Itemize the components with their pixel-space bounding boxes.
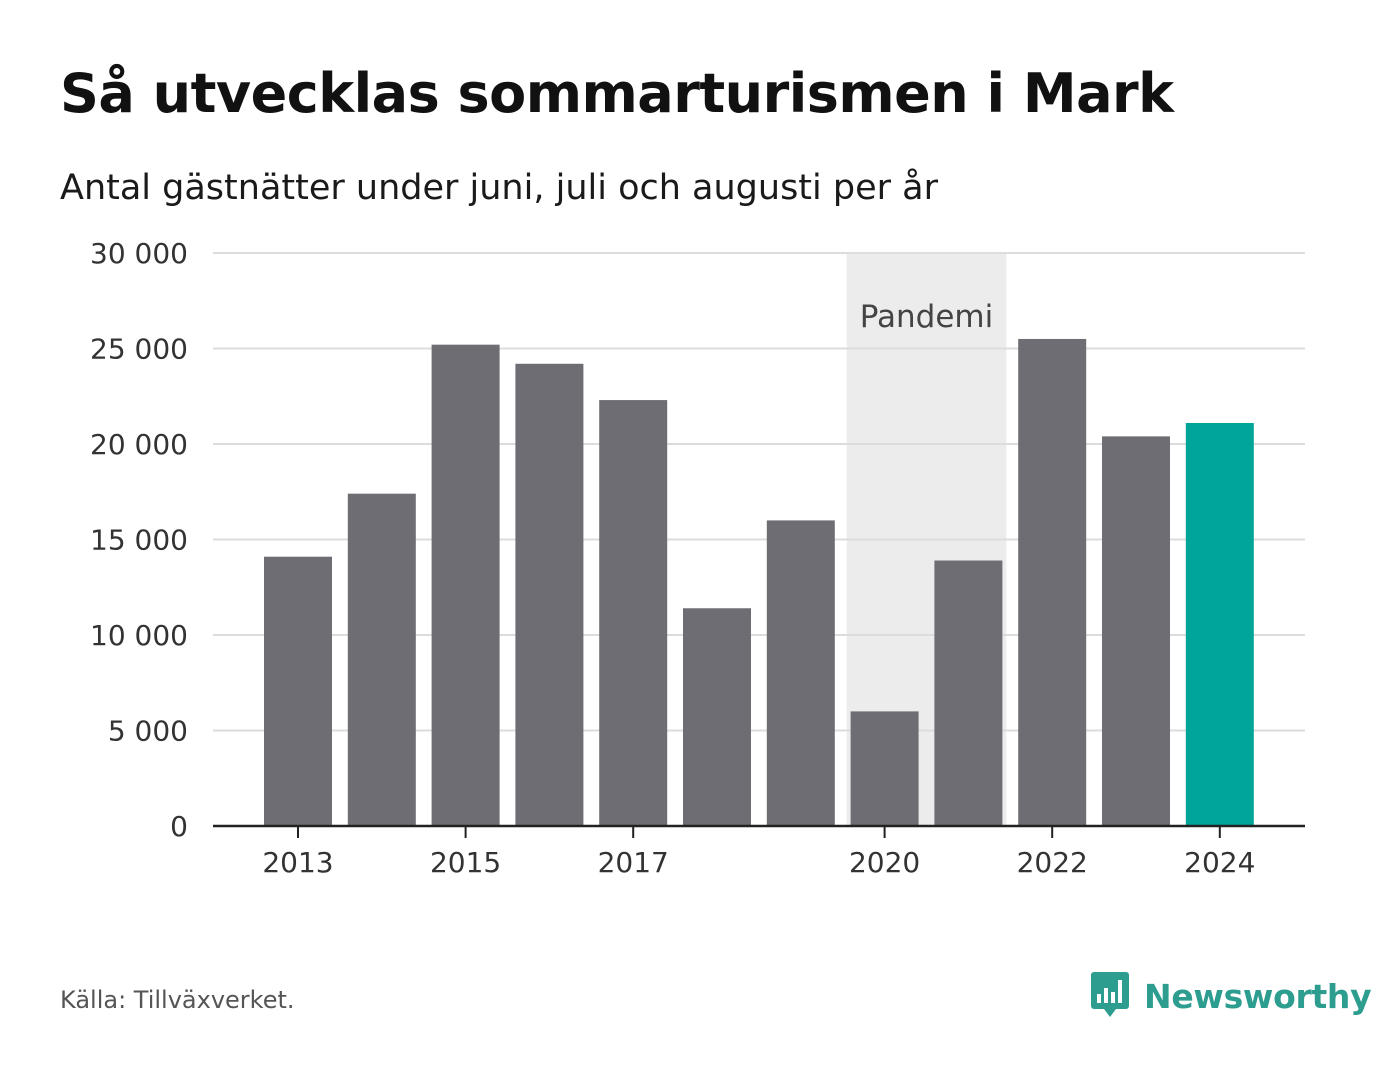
x-tick-label: 2015 [430, 846, 501, 879]
y-tick-label: 15 000 [90, 524, 188, 557]
bar-2024[interactable] [1185, 422, 1254, 826]
y-tick-label: 0 [170, 810, 188, 843]
annotation-label: Pandemi [860, 299, 994, 335]
bar-2016[interactable] [515, 363, 584, 826]
bar-2019[interactable] [766, 520, 835, 826]
bar-2018[interactable] [683, 608, 751, 826]
y-tick-label: 25 000 [90, 333, 188, 366]
bar-2015[interactable] [431, 344, 500, 826]
x-tick-label: 2024 [1184, 846, 1255, 879]
x-tick-label: 2013 [262, 846, 333, 879]
chart-subtitle: Antal gästnätter under juni, juli och au… [60, 168, 938, 208]
y-tick-label: 5 000 [108, 715, 188, 748]
y-tick-label: 30 000 [90, 237, 188, 270]
source-note: Källa: Tillväxverket. [60, 986, 295, 1014]
chart-title: Så utvecklas sommarturismen i Mark [60, 62, 1174, 125]
bar-2013[interactable] [264, 556, 332, 826]
x-tick-label: 2020 [849, 846, 920, 879]
x-tick-label: 2017 [598, 846, 669, 879]
y-tick-label: 20 000 [90, 428, 188, 461]
bar-2022[interactable] [1018, 338, 1087, 826]
bar-2020[interactable] [850, 711, 919, 826]
bar-2021[interactable] [934, 560, 1003, 826]
x-tick-label: 2022 [1017, 846, 1088, 879]
y-tick-label: 10 000 [90, 619, 188, 652]
bar-2014[interactable] [347, 493, 416, 826]
bar-chart: Pandemi 0 5 000 10 000 15 000 20 000 25 000 30 … [90, 237, 1305, 879]
bar-2017[interactable] [599, 400, 668, 826]
brand-logo[interactable]: Newsworthy [1090, 970, 1372, 1022]
bar-chart-speech-bubble-icon [1090, 970, 1130, 1022]
bar-2023[interactable] [1102, 436, 1170, 826]
brand-name: Newsworthy [1144, 976, 1372, 1016]
